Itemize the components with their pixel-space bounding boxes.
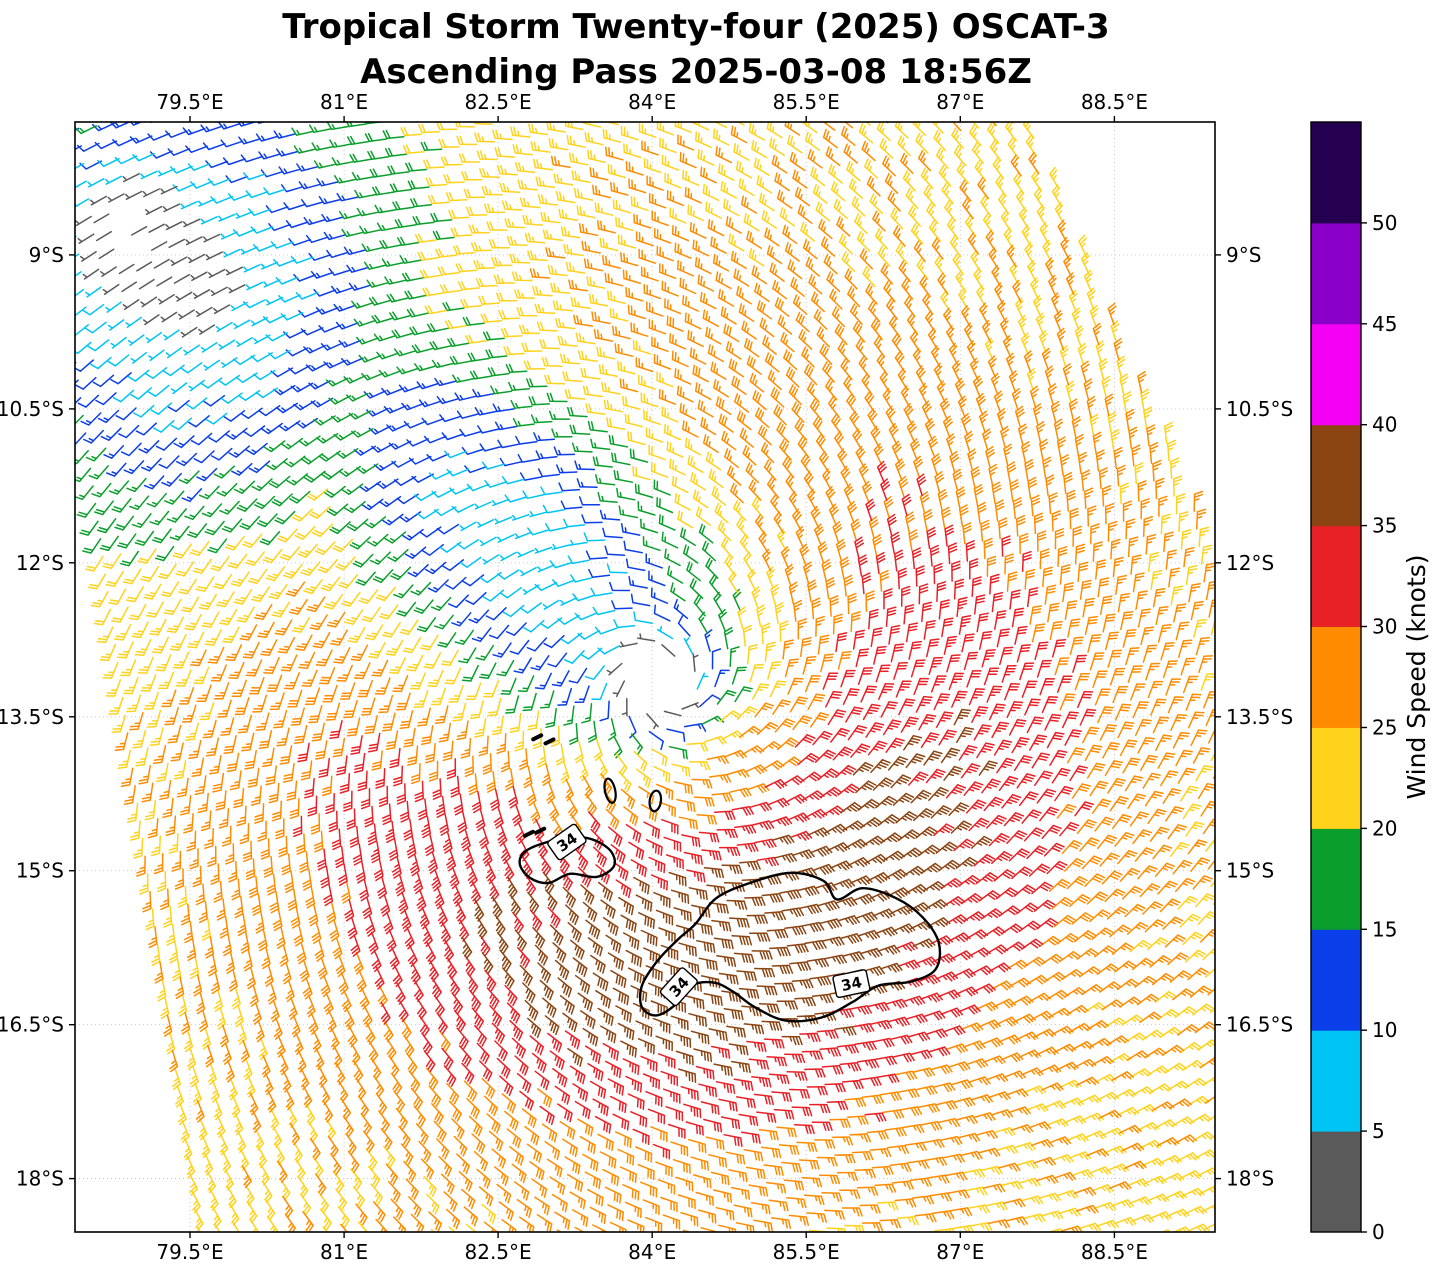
- colorbar-tick-label: 0: [1372, 1220, 1385, 1244]
- x-tick-label-bottom: 82.5°E: [465, 1240, 532, 1264]
- y-tick-label-right: 16.5°S: [1226, 1013, 1293, 1037]
- y-tick-label-left: 10.5°S: [0, 397, 64, 421]
- colorbar-tick-label: 40: [1372, 413, 1397, 437]
- x-tick-label-bottom: 85.5°E: [773, 1240, 840, 1264]
- wind-barbs-speed-layer-6: [293, 460, 1097, 1160]
- x-tick-label-top: 85.5°E: [773, 90, 840, 114]
- colorbar-tick-label: 30: [1372, 615, 1397, 639]
- colorbar-tick-label: 45: [1372, 312, 1397, 336]
- x-tick-label-bottom: 87°E: [936, 1240, 984, 1264]
- wind-barbs-speed-layer-4: [75, 152, 709, 701]
- colorbar-segment-45-50: [1311, 222, 1361, 325]
- chart-title-line1: Tropical Storm Twenty-four (2025) OSCAT-…: [282, 7, 1110, 47]
- x-tick-label-top: 82.5°E: [465, 90, 532, 114]
- contour-34kt-cell-0: [603, 777, 617, 804]
- plot-border: [74, 121, 1216, 1233]
- contour-speck: [531, 733, 544, 742]
- colorbar-segment-10-15: [1311, 929, 1361, 1031]
- wind-barbs-speed-layer-3: [114, 122, 1215, 1232]
- y-tick-label-right: 12°S: [1226, 551, 1274, 575]
- y-tick-label-right: 15°S: [1226, 859, 1274, 883]
- contour-label-box: [659, 967, 698, 1007]
- contour-label-34: 34: [832, 969, 871, 999]
- contour-speck: [543, 737, 556, 746]
- y-tick-label-left: 18°S: [16, 1167, 64, 1191]
- y-tick-label-right: 18°S: [1226, 1167, 1274, 1191]
- contour-label-box: [832, 969, 871, 999]
- y-tick-label-left: 15°S: [16, 859, 64, 883]
- x-tick-label-top: 84°E: [628, 90, 676, 114]
- y-tick-label-right: 9°S: [1226, 243, 1261, 267]
- x-tick-label-bottom: 84°E: [628, 1240, 676, 1264]
- colorbar-tick-label: 10: [1372, 1018, 1397, 1042]
- contour-label-34: 34: [659, 967, 698, 1007]
- y-tick-label-right: 13.5°S: [1226, 705, 1293, 729]
- x-tick-label-top: 79.5°E: [156, 90, 223, 114]
- y-tick-label-left: 9°S: [29, 243, 64, 267]
- contour-label-text: 34: [839, 973, 863, 995]
- colorbar-segment-40-45: [1311, 323, 1361, 426]
- contour-label-box: [547, 823, 587, 861]
- colorbar-tick-label: 50: [1372, 211, 1397, 235]
- colorbar-axis-label: Wind Speed (knots): [1402, 554, 1431, 799]
- colorbar-tick-label: 5: [1372, 1119, 1385, 1143]
- y-tick-label-left: 16.5°S: [0, 1013, 64, 1037]
- colorbar-segment-15-20: [1311, 828, 1361, 930]
- colorbar-segment-35-40: [1311, 424, 1361, 527]
- colorbar-segment-5-10: [1311, 1030, 1361, 1132]
- y-tick-label-right: 10.5°S: [1226, 397, 1293, 421]
- wind-barbs-speed-layer-7: [461, 708, 998, 1084]
- contour-34kt-main: [638, 871, 942, 1023]
- x-tick-label-bottom: 81°E: [320, 1240, 368, 1264]
- wind-barbs-speed-layer-5: [75, 173, 699, 730]
- colorbar-segment-0-5: [1311, 1131, 1361, 1233]
- contour-speck: [522, 829, 535, 838]
- colorbar: 0 5 10 15 20 25 30 35 40 45 50 Wind Speed (knots): [1310, 121, 1431, 1244]
- x-tick-label-bottom: 79.5°E: [156, 1240, 223, 1264]
- y-tick-label-left: 13.5°S: [0, 705, 64, 729]
- colorbar-segment-25-30: [1311, 626, 1361, 728]
- wind-barbs-speed-layer-0: [75, 122, 730, 751]
- x-tick-label-top: 87°E: [936, 90, 984, 114]
- contour-speck: [534, 826, 547, 835]
- wind-barb-field: [75, 122, 1215, 1232]
- colorbar-segment-30-35: [1311, 525, 1361, 627]
- colorbar-tick-label: 35: [1372, 514, 1397, 538]
- axes: 79.5°E 79.5°E 81°E 81°E 82.5°E 82.5°E 84°E 84°E…: [0, 90, 1293, 1264]
- y-tick-label-left: 12°S: [16, 551, 64, 575]
- x-tick-label-top: 88.5°E: [1081, 90, 1148, 114]
- x-tick-label-top: 81°E: [320, 90, 368, 114]
- chart-title: Tropical Storm Twenty-four (2025) OSCAT-…: [0, 5, 1392, 95]
- colorbar-border: [1310, 121, 1362, 1233]
- colorbar-tick-label: 25: [1372, 716, 1397, 740]
- wind-barbs-speed-layer-1: [75, 122, 753, 760]
- colorbar-segment-50-55: [1311, 122, 1361, 224]
- x-tick-label-bottom: 88.5°E: [1081, 1240, 1148, 1264]
- colorbar-tick-label: 20: [1372, 816, 1397, 840]
- colorbar-segment-20-25: [1311, 727, 1361, 829]
- colorbar-tick-label: 15: [1372, 917, 1397, 941]
- contour-34kt-cell-1: [648, 789, 663, 813]
- chart-title-line2: Ascending Pass 2025-03-08 18:56Z: [360, 52, 1032, 92]
